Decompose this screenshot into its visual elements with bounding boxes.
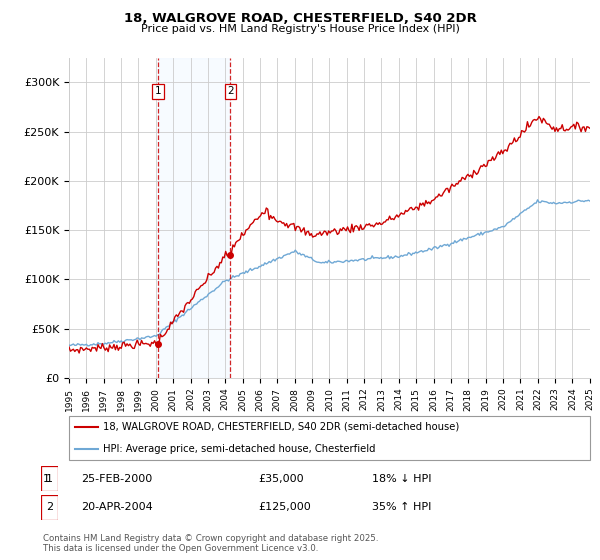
Text: HPI: Average price, semi-detached house, Chesterfield: HPI: Average price, semi-detached house,… (103, 444, 376, 454)
Text: 2: 2 (227, 86, 234, 96)
Text: 1: 1 (155, 86, 162, 96)
Text: 18% ↓ HPI: 18% ↓ HPI (372, 474, 431, 484)
Text: 25-FEB-2000: 25-FEB-2000 (81, 474, 152, 484)
Bar (158, 58, 230, 378)
Text: 20-APR-2004: 20-APR-2004 (81, 502, 153, 512)
Text: 35% ↑ HPI: 35% ↑ HPI (372, 502, 431, 512)
Text: £35,000: £35,000 (258, 474, 304, 484)
Text: 18, WALGROVE ROAD, CHESTERFIELD, S40 2DR: 18, WALGROVE ROAD, CHESTERFIELD, S40 2DR (124, 12, 476, 25)
Text: Price paid vs. HM Land Registry's House Price Index (HPI): Price paid vs. HM Land Registry's House … (140, 24, 460, 34)
Text: £125,000: £125,000 (258, 502, 311, 512)
Text: 2: 2 (46, 502, 53, 512)
Text: 1: 1 (46, 474, 53, 484)
Text: 1: 1 (43, 474, 50, 484)
Text: Contains HM Land Registry data © Crown copyright and database right 2025.
This d: Contains HM Land Registry data © Crown c… (43, 534, 379, 553)
Text: 18, WALGROVE ROAD, CHESTERFIELD, S40 2DR (semi-detached house): 18, WALGROVE ROAD, CHESTERFIELD, S40 2DR… (103, 422, 459, 432)
